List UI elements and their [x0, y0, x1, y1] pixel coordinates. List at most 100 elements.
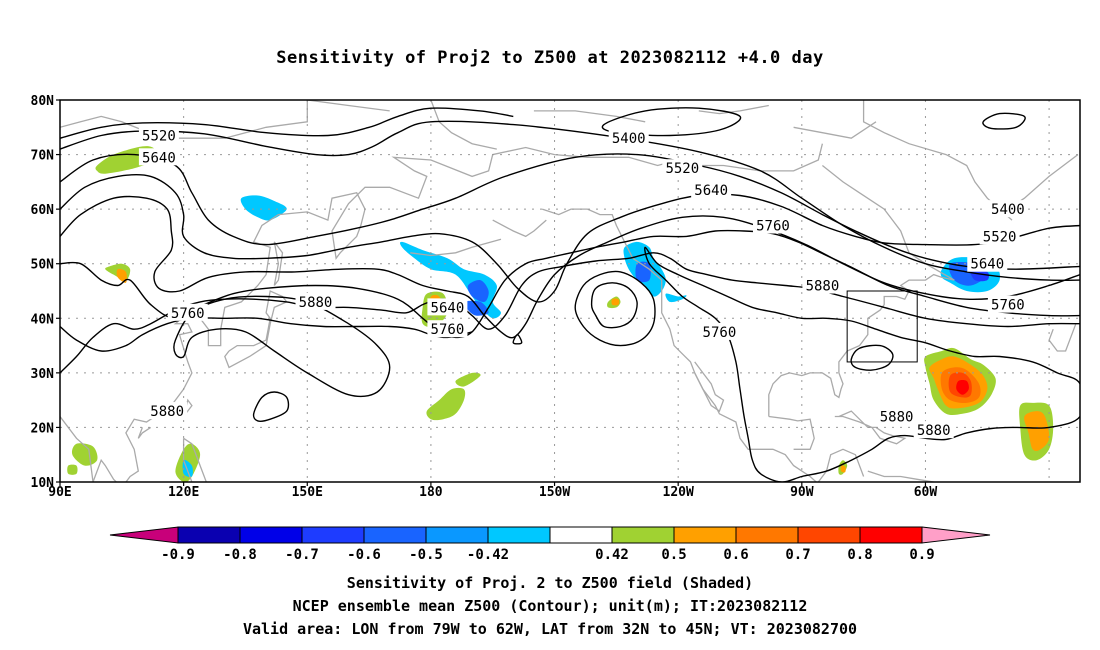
colorbar-swatch — [301, 526, 365, 544]
sensitivity-region — [67, 464, 78, 475]
sensitivity-region — [240, 195, 287, 221]
lon-label: 120W — [663, 485, 694, 500]
lat-label: 70N — [31, 149, 55, 164]
colorbar-swatch — [797, 526, 861, 544]
contour-label: 5880 — [880, 410, 914, 426]
lon-label: 180 — [419, 485, 443, 500]
sensitivity-region — [665, 293, 687, 303]
contour-label-bg — [427, 320, 468, 338]
colorbar-swatch — [859, 526, 923, 544]
sensitivity-region — [611, 298, 620, 306]
lat-label: 80N — [31, 94, 55, 109]
sensitivity-region — [116, 268, 127, 283]
map-title: Sensitivity of Proj2 to Z500 at 20230821… — [276, 48, 824, 68]
contour-label: 5880 — [806, 279, 840, 295]
coastline — [768, 415, 815, 450]
contour-label-bg — [295, 292, 336, 310]
contour-line — [850, 344, 894, 371]
colorbar-tick-label: 0.8 — [847, 547, 872, 563]
contour-label-bg — [608, 129, 649, 147]
coastline — [307, 100, 390, 112]
coastline — [273, 241, 284, 286]
coastline — [817, 448, 865, 482]
colorbar-tick-label: -0.8 — [223, 547, 257, 563]
contour-line — [60, 107, 514, 139]
lon-label: 120E — [168, 485, 199, 500]
contour-label: 5520 — [983, 229, 1017, 245]
contour-label-bg — [876, 407, 917, 425]
map-frame — [59, 99, 1081, 483]
colorbar-swatch — [425, 526, 489, 544]
contour-label: 5880 — [917, 423, 951, 439]
contour-label-bg — [987, 200, 1028, 218]
coastline — [533, 110, 646, 123]
colorbar-swatch — [487, 526, 551, 544]
contour-label: 5400 — [612, 131, 646, 147]
contour-label-bg — [147, 402, 188, 420]
colorbar-low-triangle — [109, 526, 179, 544]
contour-line — [60, 120, 1080, 281]
coastline — [492, 219, 547, 238]
sensitivity-region — [840, 465, 846, 473]
colorbar-tick-label: -0.6 — [347, 547, 381, 563]
coastline — [867, 470, 934, 482]
contour-line — [574, 270, 656, 347]
lat-label: 20N — [31, 421, 55, 436]
colorbar-tick-label: 0.9 — [909, 547, 934, 563]
lon-label: 150W — [539, 485, 570, 500]
colorbar-swatch — [611, 526, 675, 544]
contour-label-bg — [138, 126, 179, 144]
coastline — [137, 426, 152, 439]
sensitivity-shading — [67, 146, 1054, 482]
contour-line — [590, 282, 638, 329]
lat-label: 40N — [31, 312, 55, 327]
contour-line — [60, 252, 1080, 374]
contour-label-bg — [691, 181, 732, 199]
contour-line — [252, 391, 290, 422]
contour-label-bg — [138, 148, 179, 166]
contour-label: 5640 — [431, 300, 465, 316]
footer-line-1: Sensitivity of Proj. 2 to Z500 field (Sh… — [346, 574, 754, 592]
lat-label: 30N — [31, 367, 55, 382]
sensitivity-region — [399, 241, 501, 319]
lon-label: 90W — [790, 485, 814, 500]
coastline — [834, 410, 907, 445]
colorbar-swatch — [735, 526, 799, 544]
contour-label: 5640 — [970, 257, 1004, 273]
contour-label: 5400 — [991, 202, 1025, 218]
lon-label: 60W — [914, 485, 938, 500]
contour-label-bg — [427, 298, 468, 316]
contour-line — [60, 317, 473, 352]
coastline — [1048, 323, 1077, 352]
contour-label-bg — [987, 295, 1028, 313]
lat-label: 50N — [31, 258, 55, 273]
sensitivity-region — [1024, 411, 1050, 452]
contour-line — [60, 229, 1080, 339]
sensitivity-region — [467, 279, 489, 303]
contour-label-bg — [662, 159, 703, 177]
colorbar-high-triangle — [921, 526, 991, 544]
sensitivity-region — [71, 443, 98, 466]
contour-line — [60, 174, 1080, 303]
contour-label: 5760 — [991, 298, 1025, 314]
contour-label-bg — [913, 421, 954, 439]
coastline — [430, 100, 497, 150]
sensitivity-region — [426, 387, 466, 421]
contour-label: 5880 — [299, 295, 333, 311]
colorbar-tick-label: 0.6 — [723, 547, 748, 563]
colorbar-tick-label: 0.7 — [785, 547, 810, 563]
contour-label: 5640 — [694, 183, 728, 199]
contour-label-bg — [979, 227, 1020, 245]
colorbar-swatch — [239, 526, 303, 544]
footer-line-2: NCEP ensemble mean Z500 (Contour); unit(… — [292, 597, 808, 615]
colorbar: -0.9 -0.8 -0.7 -0.6 -0.5 -0.42 0.42 0.5 0.6 0.7 0.… — [109, 526, 991, 563]
contour-label: 5520 — [665, 161, 699, 177]
contour-line — [644, 246, 1080, 482]
footer-line-3: Valid area: LON from 79W to 62W, LAT fro… — [242, 620, 858, 638]
colorbar-swatch — [673, 526, 737, 544]
contour-label: 5880 — [150, 404, 184, 420]
lon-label: 90E — [48, 485, 71, 500]
coastline — [224, 290, 288, 369]
